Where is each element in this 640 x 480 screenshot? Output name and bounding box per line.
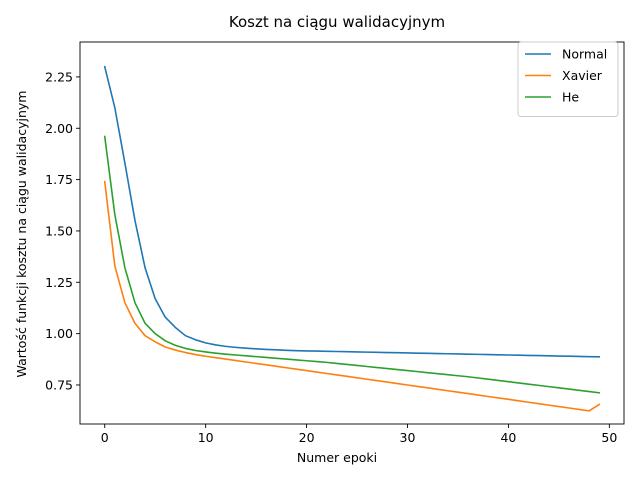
x-tick-label: 50: [601, 430, 617, 445]
y-tick-label: 1.00: [45, 326, 73, 341]
x-axis-ticks: 0 10 20 30 40 50: [101, 424, 617, 445]
y-tick-label: 1.75: [45, 172, 73, 187]
series-line-normal: [103, 65, 601, 358]
y-axis-label: Wartość funkcji kosztu na ciągu walidacy…: [14, 91, 29, 378]
legend: Normal Xavier He: [517, 41, 619, 117]
legend-box: [517, 41, 619, 117]
x-tick-label: 20: [299, 430, 315, 445]
chart-title: Koszt na ciągu walidacyjnym: [229, 13, 445, 31]
x-axis-label: Numer epoki: [297, 450, 377, 465]
legend-label-he: He: [562, 90, 579, 105]
series-line-he: [103, 135, 601, 394]
x-tick-label: 40: [500, 430, 516, 445]
y-tick-label: 2.00: [45, 121, 73, 136]
axes-frame: [79, 41, 625, 425]
x-tick-label: 30: [400, 430, 416, 445]
y-tick-label: 1.25: [45, 275, 73, 290]
x-tick-label: 10: [198, 430, 214, 445]
y-tick-label: 2.25: [45, 69, 73, 84]
y-tick-label: 1.50: [45, 223, 73, 238]
legend-label-xavier: Xavier: [562, 68, 603, 83]
plot-lines: [103, 65, 601, 412]
y-tick-label: 0.75: [45, 377, 73, 392]
x-tick-label: 0: [101, 430, 109, 445]
series-line-xavier: [103, 180, 601, 412]
y-axis-ticks: 0.75 1.00 1.25 1.50 1.75 2.00 2.25: [45, 69, 80, 392]
plot-area-border: [79, 41, 625, 425]
legend-label-normal: Normal: [562, 47, 607, 62]
